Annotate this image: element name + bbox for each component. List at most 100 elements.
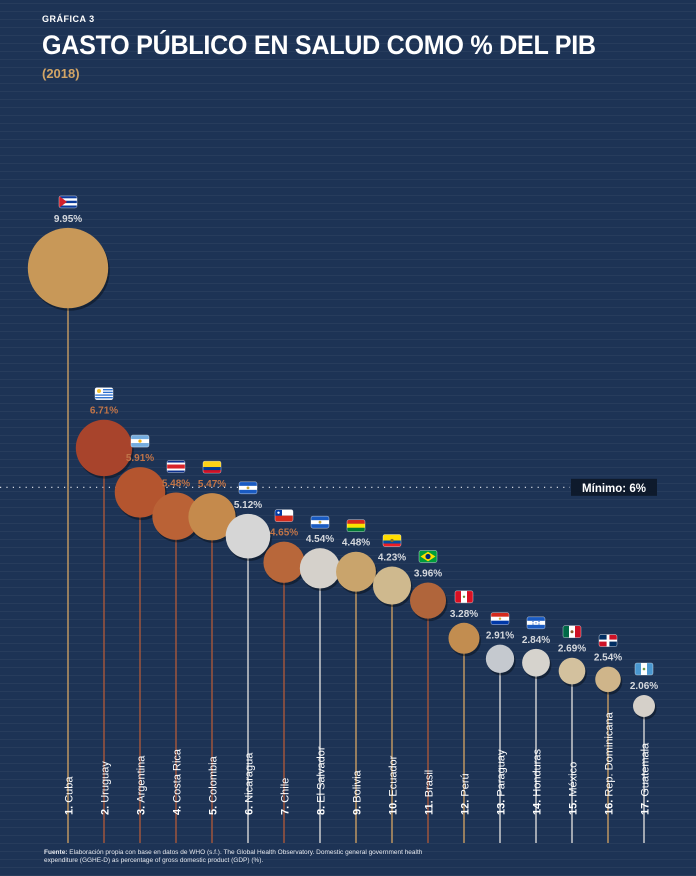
bubble-bolivia [336,551,376,592]
country-label-guatemala: 17. Guatemala [640,742,652,815]
country-name: Bolivia [352,769,364,802]
bubble-group-honduras: 2.84% 14. Honduras [522,616,552,815]
chart-kicker: GRÁFICA 3 [42,14,95,24]
bubble-group-guatemala: 2.06% 17. Guatemala [630,662,658,815]
country-name: El Salvador [316,746,328,803]
bubble-ecuador [372,566,412,605]
country-label-mexico: 15. México [568,762,580,815]
paraguay-flag-icon [490,612,510,625]
bubble-peru [448,622,480,654]
country-label-bolivia: 9. Bolivia [352,769,364,815]
value-label-colombia: 5.47% [198,479,226,490]
country-label-argentina: 3. Argentina [136,755,148,815]
brasil-flag-icon [418,550,438,563]
bubble-group-paraguay: 2.91% 13. Paraguay [485,612,516,815]
costa-rica-flag-icon [166,460,186,473]
country-name: Perú [460,773,472,796]
chart-subtitle: (2018) [42,66,80,81]
bubble-paraguay [485,644,515,673]
country-rank: 13. [496,797,508,815]
value-label-bolivia: 4.48% [342,538,370,549]
country-label-cuba: 1. Cuba [64,776,76,815]
bubble-group-mexico: 2.69% 15. México [558,625,587,815]
country-label-paraguay: 13. Paraguay [496,749,508,815]
argentina-flag-icon [130,434,150,448]
value-label-mexico: 2.69% [558,644,586,655]
country-rank: 14. [532,797,544,815]
colombia-flag-icon [202,460,222,474]
bubble-group-uruguay: 6.71% 2. Uruguay [75,387,134,815]
value-label-argentina: 5.91% [126,453,154,464]
country-label-el-salvador: 8. El Salvador [316,746,328,815]
value-label-honduras: 2.84% [522,635,550,646]
bubble-uruguay [75,419,133,477]
country-name: Nicaragua [244,752,256,803]
value-label-chile: 4.65% [270,528,298,539]
reference-label: Mínimo: 6% [571,478,657,496]
country-label-uruguay: 2. Uruguay [100,761,112,815]
country-name: Uruguay [100,761,112,803]
country-name: Rep. Dominicana [604,711,616,796]
guatemala-flag-icon [634,662,654,676]
bubble-group-rep-dominicana: 2.54% 16. Rep. Dominicana [594,634,622,815]
country-name: Cuba [64,776,76,803]
country-rank: 8. [316,803,328,815]
bubble-group-colombia: 5.47% 5. Colombia [188,460,238,815]
peru-flag-icon [454,590,474,604]
bubble-el-salvador [299,548,341,589]
country-label-nicaragua: 6. Nicaragua [244,752,256,815]
bubble-guatemala [633,695,655,717]
bubble-group-argentina: 5.91% 3. Argentina [114,434,167,815]
value-label-brasil: 3.96% [414,569,442,580]
bubble-group-chile: 4.65% 7. Chile [263,509,307,815]
value-label-paraguay: 2.91% [486,631,514,642]
country-rank: 9. [352,803,364,815]
country-name: Costa Rica [172,748,184,803]
value-label-uruguay: 6.71% [90,406,118,417]
nicaragua-flag-icon [238,481,258,495]
value-label-el-salvador: 4.54% [306,534,334,545]
mexico-flag-icon [562,625,582,639]
ecuador-flag-icon [382,534,402,547]
country-name: Guatemala [640,742,652,797]
value-label-guatemala: 2.06% [630,681,658,692]
bubble-rep-dominicana [595,666,621,693]
bubble-group-ecuador: 4.23% 10. Ecuador [372,534,413,815]
country-rank: 2. [100,803,112,815]
country-rank: 15. [568,797,580,815]
source-text: Elaboración propia con base en datos de … [44,849,423,864]
country-name: Colombia [208,755,220,802]
cuba-flag-icon [58,195,78,209]
country-label-brasil: 11. Brasil [424,770,436,815]
country-name: Chile [280,778,292,803]
country-label-costa-rica: 4. Costa Rica [172,748,184,815]
value-label-peru: 3.28% [450,609,478,620]
value-label-cuba: 9.95% [54,214,82,225]
country-label-colombia: 5. Colombia [208,755,220,815]
bubble-brasil [409,582,447,619]
country-rank: 12. [460,797,472,815]
country-label-rep-dominicana: 16. Rep. Dominicana [604,711,616,815]
chile-flag-icon [274,509,294,522]
bubble-honduras [522,648,550,677]
value-label-ecuador: 4.23% [378,553,406,564]
reference-label-text: Mínimo: 6% [582,483,646,495]
honduras-flag-icon [526,616,546,630]
value-label-costa-rica: 5.48% [162,479,190,490]
country-name: Ecuador [388,755,400,796]
country-rank: 17. [640,797,652,815]
country-name: Paraguay [496,749,508,797]
country-rank: 4. [172,803,184,815]
bubble-colombia [188,493,236,541]
bubble-group-peru: 3.28% 12. Perú [448,590,482,815]
bolivia-flag-icon [346,519,366,533]
country-rank: 3. [136,803,148,815]
bubble-argentina [114,467,166,518]
value-label-rep-dominicana: 2.54% [594,653,622,664]
country-rank: 7. [280,803,292,815]
bubble-costa-rica [152,492,200,540]
bubble-group-bolivia: 4.48% 9. Bolivia [336,519,378,815]
bubble-chile [263,541,305,583]
rep-dominicana-flag-icon [598,634,618,647]
